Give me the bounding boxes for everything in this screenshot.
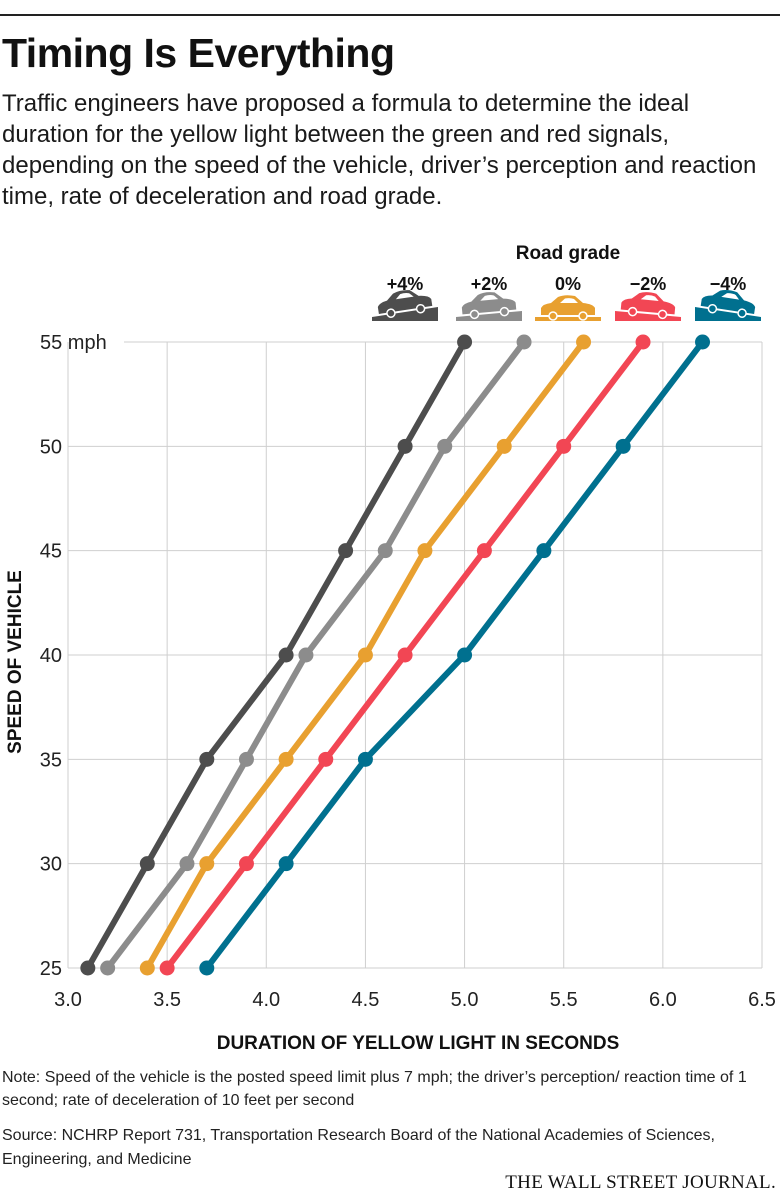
y-tick-label: 35: [40, 749, 62, 771]
data-point: [635, 334, 651, 350]
x-axis-title: DURATION OF YELLOW LIGHT IN SECONDS: [217, 1033, 620, 1054]
legend-label: 0%: [555, 274, 581, 294]
car-body: [541, 295, 595, 315]
legend-label: +4%: [387, 274, 424, 294]
data-point: [179, 856, 195, 872]
car-wheel: [386, 308, 396, 318]
data-point: [80, 960, 96, 976]
data-point: [199, 751, 215, 767]
car-shape: [700, 289, 756, 318]
data-point: [278, 647, 294, 663]
data-point: [496, 438, 512, 454]
data-point: [278, 751, 294, 767]
car-shape: [377, 290, 433, 318]
data-point: [298, 647, 314, 663]
car-flat-icon: [535, 295, 601, 321]
chart-title: Timing Is Everything: [2, 30, 395, 76]
car-wheel: [627, 306, 638, 317]
x-tick-label: 3.0: [54, 989, 82, 1011]
x-tick-label: 4.5: [352, 989, 380, 1011]
car-wheel: [657, 309, 668, 320]
data-point: [238, 856, 254, 872]
y-tick-label: 45: [40, 541, 62, 563]
car-wheel: [578, 311, 588, 321]
car-wheel: [548, 311, 558, 321]
car-window: [721, 293, 740, 300]
x-tick-label: 6.5: [748, 989, 776, 1011]
publisher-logo: THE WALL STREET JOURNAL.: [505, 1172, 776, 1193]
data-point: [338, 543, 354, 559]
car-body: [700, 289, 756, 314]
x-tick-label: 6.0: [649, 989, 677, 1011]
data-point: [457, 334, 473, 350]
car-uphill-steep-icon: [372, 290, 438, 321]
car-window: [480, 295, 499, 301]
y-tick-label: 40: [40, 645, 62, 667]
data-point: [615, 438, 631, 454]
data-point: [238, 751, 254, 767]
y-tick-label: 25: [40, 958, 62, 980]
chart-subtitle: Traffic engineers have proposed a formul…: [2, 90, 757, 210]
car-wheel: [415, 303, 426, 314]
data-point: [457, 647, 473, 663]
data-point: [199, 856, 215, 872]
data-point: [556, 438, 572, 454]
x-tick-label: 4.0: [252, 989, 280, 1011]
legend: Road grade +4% +2% 0% −2% −4%: [372, 243, 761, 321]
y-tick-label: 55 mph: [40, 332, 107, 354]
car-wheel: [737, 308, 747, 318]
car-body: [377, 290, 433, 314]
data-point: [437, 438, 453, 454]
car-wheel: [707, 303, 718, 314]
car-window: [640, 295, 659, 301]
data-point: [159, 960, 175, 976]
car-wheel: [499, 306, 510, 317]
data-point: [357, 647, 373, 663]
y-tick-label: 50: [40, 436, 62, 458]
legend-label: +2%: [471, 274, 508, 294]
car-downhill-steep-icon: [695, 289, 761, 321]
data-point: [576, 334, 592, 350]
data-point: [397, 438, 413, 454]
car-wheel: [469, 309, 480, 320]
data-point: [536, 543, 552, 559]
car-window: [395, 292, 414, 300]
car-window: [560, 298, 578, 303]
road-ramp: [535, 317, 601, 321]
data-point: [139, 856, 155, 872]
x-tick-label: 5.0: [451, 989, 479, 1011]
x-tick-label: 3.5: [153, 989, 181, 1011]
legend-title: Road grade: [516, 243, 621, 264]
data-point: [318, 751, 334, 767]
car-shape: [461, 292, 517, 320]
data-point: [199, 960, 215, 976]
car-shape: [541, 295, 595, 321]
series-lines: [80, 334, 711, 976]
grid: [67, 341, 763, 969]
data-point: [695, 334, 711, 350]
car-uphill-icon: [456, 292, 522, 321]
yellow-light-chart: 3.0 3.5 4.0 4.5 5.0 5.5 6.0 6.5 25 30 35 40 45 50 55 m…: [5, 243, 776, 1054]
data-point: [377, 543, 393, 559]
axes: 3.0 3.5 4.0 4.5 5.0 5.5 6.0 6.5 25 30 35 40 45 50 55 m…: [40, 332, 776, 1011]
x-tick-label: 5.5: [550, 989, 578, 1011]
data-point: [278, 856, 294, 872]
car-shape: [620, 292, 676, 320]
data-point: [417, 543, 433, 559]
y-tick-label: 30: [40, 854, 62, 876]
data-point: [397, 647, 413, 663]
top-rule: [0, 14, 780, 16]
legend-label: −2%: [630, 274, 667, 294]
data-point: [100, 960, 116, 976]
footnote: Note: Speed of the vehicle is the posted…: [2, 1069, 747, 1109]
data-point: [357, 751, 373, 767]
source-line: Source: NCHRP Report 731, Transportation…: [2, 1127, 715, 1168]
data-point: [139, 960, 155, 976]
data-point: [476, 543, 492, 559]
legend-label: −4%: [710, 274, 747, 294]
car-downhill-icon: [615, 292, 681, 321]
data-point: [516, 334, 532, 350]
y-axis-title: SPEED OF VEHICLE: [5, 570, 26, 754]
